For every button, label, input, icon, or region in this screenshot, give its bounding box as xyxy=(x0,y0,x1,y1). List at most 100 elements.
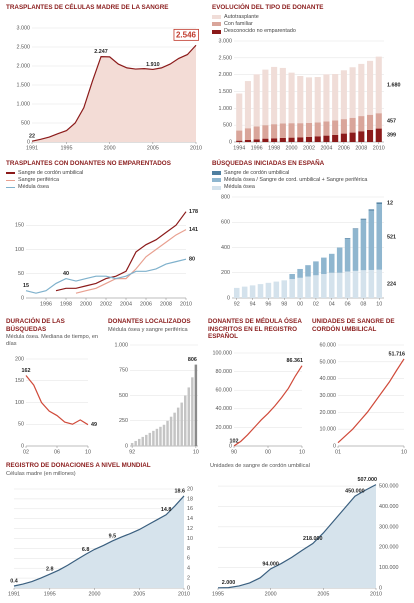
bar-segment xyxy=(360,218,367,220)
x-tick-label: 08 xyxy=(360,302,366,308)
x-tick-label: 1995 xyxy=(212,591,224,597)
chart-panel: TRASPLANTES CON DONANTES NO EMPARENTADOS… xyxy=(6,160,204,310)
value-label: 80 xyxy=(189,257,195,263)
y-tick-label: 60.000 xyxy=(216,387,233,393)
bar-segment xyxy=(305,77,313,123)
chart-panel: BÚSQUEDAS INICIADAS EN ESPAÑA Sangre de c… xyxy=(212,160,410,310)
bar-segment xyxy=(321,257,327,275)
chart-plot: 0 500 1.000 1.500 2.000 2.500 3.000 1991 1995 200… xyxy=(17,25,203,151)
chart-title: TRASPLANTES DE CÉLULAS MADRE DE LA SANGR… xyxy=(6,4,169,11)
bar-segment xyxy=(305,137,313,143)
bar-segment xyxy=(366,129,374,143)
y-tick-label: 20 xyxy=(187,487,193,493)
x-tick-label: 2005 xyxy=(133,592,145,598)
chart-title: BÚSQUEDAS INICIADAS EN ESPAÑA xyxy=(212,160,325,167)
chart-title: EVOLUCIÓN DEL TIPO DE DONANTE xyxy=(212,4,324,11)
y-tick-label: 0 xyxy=(227,296,230,302)
x-tick-label: 2008 xyxy=(160,302,172,308)
chart-header: REGISTRO DE DONACIONES A NIVEL MUNDIAL Cé… xyxy=(6,462,206,477)
bar-segment xyxy=(344,271,351,299)
y-tick-label: 4 xyxy=(187,566,190,572)
x-tick-label: 10 xyxy=(193,450,199,456)
y-tick-label: 100.000 xyxy=(379,565,399,571)
legend-swatch xyxy=(6,172,15,174)
x-tick-label: 96 xyxy=(265,302,271,308)
bar-segment xyxy=(314,122,321,137)
bar-segment xyxy=(323,74,330,122)
bar-segment xyxy=(244,140,252,143)
bar-segment xyxy=(336,247,343,273)
bar xyxy=(184,395,187,447)
y-tick-label: 300.000 xyxy=(379,524,399,530)
legend-swatch xyxy=(212,185,221,190)
value-label: 18.6 xyxy=(175,488,186,494)
chart-title: DONANTES LOCALIZADOS xyxy=(108,318,191,325)
y-tick-label: 0 xyxy=(187,586,190,592)
value-label: 521 xyxy=(387,234,396,240)
chart-panel: REGISTRO DE DONACIONES A NIVEL MUNDIAL Cé… xyxy=(6,462,206,600)
bar-segment xyxy=(375,113,382,129)
x-tick-label: 2000 xyxy=(89,592,101,598)
legend-label: Médula ósea xyxy=(18,183,49,190)
bar-segment xyxy=(368,210,375,271)
bar xyxy=(191,377,194,447)
y-tick-label: 2.500 xyxy=(17,44,31,50)
legend-item: Sangre periférica xyxy=(6,177,204,184)
value-label: 162 xyxy=(22,368,31,374)
y-tick-label: 100 xyxy=(15,247,24,253)
value-label: 1.680 xyxy=(387,82,401,88)
value-label: 2.8 xyxy=(46,567,54,573)
value-label: 15 xyxy=(23,283,29,289)
x-tick-label: 2004 xyxy=(320,146,332,152)
bar-segment xyxy=(305,122,313,138)
y-tick-label: 0 xyxy=(333,443,336,449)
legend-swatch xyxy=(212,171,221,176)
x-tick-label: 2006 xyxy=(140,302,152,308)
value-label: 14.8 xyxy=(161,507,172,513)
legend-label: Sangre periférica xyxy=(18,176,60,183)
x-tick-label: 10 xyxy=(299,449,305,455)
x-tick-label: 00 xyxy=(265,449,271,455)
x-tick-label: 94 xyxy=(250,302,256,308)
bar xyxy=(162,424,166,447)
legend-swatch xyxy=(212,15,221,20)
value-label: 806 xyxy=(188,357,197,363)
value-label: 0.4 xyxy=(10,579,18,585)
y-tick-label: 50 xyxy=(18,422,24,428)
value-label: 1.910 xyxy=(146,61,160,67)
bar-segment xyxy=(368,270,375,299)
value-label: 399 xyxy=(387,133,396,139)
bar-segment xyxy=(376,204,383,270)
y-tick-label: 1.000 xyxy=(17,101,31,107)
bar xyxy=(134,441,137,447)
legend: Autotrasplante Con familiar Desconocido no… xyxy=(212,14,410,36)
bar-segment xyxy=(271,138,278,143)
legend-item: Médula ósea xyxy=(6,184,204,191)
bar-segment xyxy=(344,238,351,239)
chart-title: TRASPLANTES CON DONANTES NO EMPARENTADOS xyxy=(6,160,171,167)
x-tick-label: 10 xyxy=(85,450,91,456)
chart-header: UNIDADES DE SANGRE DE CORDÓN UMBILICAL xyxy=(312,318,410,333)
value-label: 51.716 xyxy=(389,351,406,357)
bar-segment xyxy=(313,275,319,299)
bar xyxy=(141,437,144,447)
bar xyxy=(180,402,183,447)
y-tick-label: 0 xyxy=(27,139,30,145)
bar-segment xyxy=(253,126,260,140)
y-tick-label: 10 xyxy=(187,536,193,542)
x-tick-label: 2005 xyxy=(147,145,159,151)
y-tick-label: 40.000 xyxy=(216,406,233,412)
bar-segment xyxy=(257,284,264,299)
x-tick-label: 1996 xyxy=(40,302,52,308)
value-label: 450.000 xyxy=(345,488,365,494)
value-label: 507.000 xyxy=(358,477,378,483)
y-tick-label: 500 xyxy=(223,123,232,129)
bar-segment xyxy=(352,229,359,271)
x-tick-label: 92 xyxy=(234,302,240,308)
chart-panel: Unidades de sangre de cordón umbilical 0 1… xyxy=(210,462,410,600)
bar-segment xyxy=(281,280,288,299)
bar-segment xyxy=(332,74,339,121)
bar-segment xyxy=(297,277,303,299)
chart-subtitle: Unidades de sangre de cordón umbilical xyxy=(210,463,310,469)
